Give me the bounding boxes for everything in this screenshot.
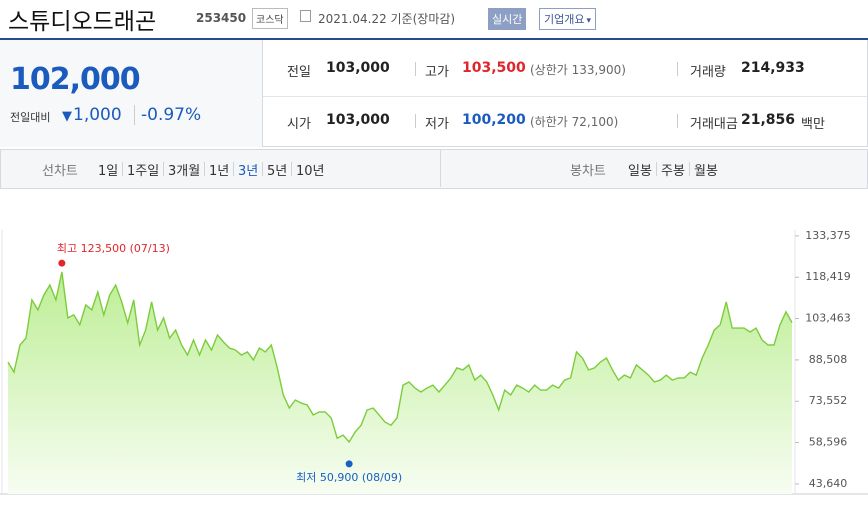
period-tab[interactable]: 5년 — [267, 164, 288, 179]
low-label: 최저 50,900 (08/09) — [296, 471, 402, 484]
period-tab[interactable]: 3개월 — [168, 164, 201, 179]
period-tab[interactable]: 일봉 — [628, 164, 652, 179]
stat-note: (상한가 133,900) — [530, 63, 626, 77]
stat-value: 21,856 — [741, 112, 796, 128]
change-rate: -0.97% — [134, 105, 201, 125]
stat-separator — [415, 114, 416, 128]
high-marker — [58, 259, 66, 267]
y-tick-label: 133,375 — [805, 229, 851, 242]
y-tick-label: 88,508 — [809, 353, 848, 366]
high-label: 최고 123,500 (07/13) — [57, 242, 170, 255]
current-price: 102,000 — [10, 62, 141, 97]
y-tick-label: 58,596 — [809, 436, 848, 449]
period-tab[interactable]: 1년 — [209, 164, 230, 179]
stat-label: 전일 — [287, 65, 311, 80]
period-tab[interactable]: 월봉 — [694, 164, 718, 179]
period-tab[interactable]: 3년 — [238, 164, 259, 179]
price-line — [7, 271, 793, 444]
stat-label: 저가 — [425, 117, 449, 132]
tab-separator — [163, 162, 164, 176]
low-marker — [345, 460, 353, 468]
tab-separator — [204, 162, 205, 176]
tab-separator — [656, 162, 657, 176]
period-tab[interactable]: 1일 — [98, 164, 119, 179]
stat-value: 214,933 — [741, 60, 805, 76]
period-tabs — [0, 149, 868, 189]
top-rule — [0, 38, 868, 40]
tab-separator — [689, 162, 690, 176]
tab-separator — [233, 162, 234, 176]
stat-label: 고가 — [425, 65, 449, 80]
stat-value: 103,000 — [326, 112, 390, 128]
price-area — [8, 272, 792, 494]
market-badge: 코스닥 — [252, 8, 288, 29]
change-amount: 1,000 — [62, 105, 122, 125]
calendar-icon — [300, 10, 311, 22]
stat-separator — [415, 62, 416, 76]
stat-value: 103,500 — [462, 60, 526, 76]
stat-separator — [677, 62, 678, 76]
stat-value: 100,200 — [462, 112, 526, 128]
y-tick-label: 103,463 — [805, 312, 851, 325]
stat-value: 103,000 — [326, 60, 390, 76]
period-tab[interactable]: 1주일 — [127, 164, 160, 179]
stock-name: 스튜디오드래곤 — [8, 9, 157, 35]
stat-unit: 백만 — [801, 117, 825, 132]
stat-label: 시가 — [287, 117, 311, 132]
realtime-button[interactable]: 실시간 — [488, 8, 527, 30]
stat-label: 거래량 — [690, 65, 726, 80]
candle-chart-label: 봉차트 — [570, 164, 606, 179]
stock-code: 253450 — [196, 11, 247, 25]
period-tab[interactable]: 10년 — [296, 164, 325, 179]
stat-note: (하한가 72,100) — [530, 115, 619, 129]
company-info-button[interactable]: 기업개요 — [539, 8, 597, 30]
y-tick-label: 43,640 — [809, 477, 848, 490]
tab-separator — [291, 162, 292, 176]
tab-divider — [440, 150, 441, 187]
period-tab[interactable]: 주봉 — [661, 164, 685, 179]
y-tick-label: 73,552 — [809, 394, 848, 407]
row-divider — [263, 96, 867, 97]
y-tick-label: 118,419 — [805, 270, 851, 283]
price-panel — [0, 40, 263, 147]
stat-separator — [677, 114, 678, 128]
stat-label: 거래대금 — [690, 117, 738, 132]
tab-separator — [122, 162, 123, 176]
change-label: 전일대비 — [10, 111, 51, 124]
tab-separator — [262, 162, 263, 176]
base-date: 2021.04.22 기준(장마감) — [318, 12, 456, 26]
line-chart-label: 선차트 — [42, 164, 78, 179]
